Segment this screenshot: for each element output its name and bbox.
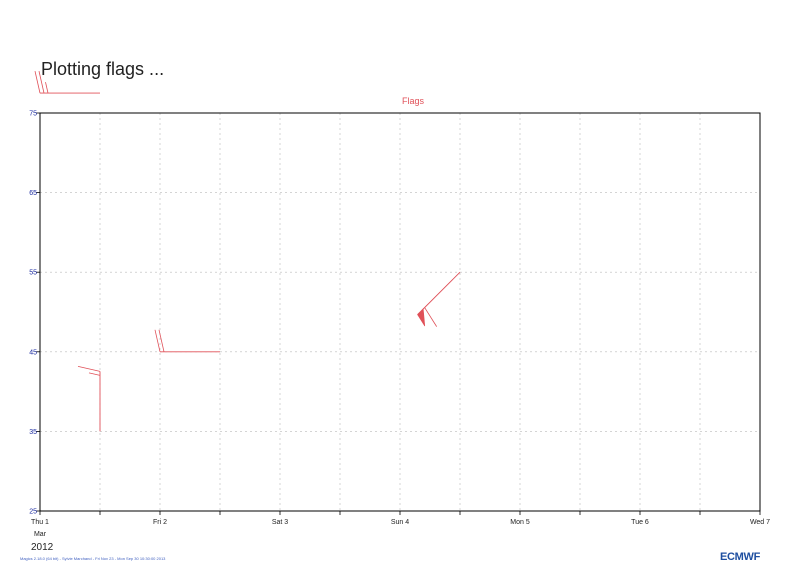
flag-barb xyxy=(38,71,45,94)
flag-barb xyxy=(77,366,101,372)
wind-flag xyxy=(34,71,100,94)
y-tick-label: 45 xyxy=(29,349,37,356)
page-title: Plotting flags ... xyxy=(41,59,165,79)
footer-note: Magics 2.18.0 (64 bit) - Sylvie Marchand… xyxy=(20,556,166,561)
flag-half-barb xyxy=(45,82,49,94)
flag-barb xyxy=(34,71,41,94)
y-tick-label: 35 xyxy=(29,429,37,436)
y-tick-label: 55 xyxy=(29,270,37,277)
x-tick-sublabel: Mar xyxy=(34,531,47,538)
wind-flag xyxy=(77,366,101,432)
y-tick-label: 65 xyxy=(29,190,37,197)
flag-half-barb xyxy=(88,372,101,376)
x-tick-label: Wed 7 xyxy=(750,519,770,526)
ecmwf-logo: ECMWF xyxy=(720,551,761,563)
x-tick-label: Tue 6 xyxy=(631,519,649,526)
flag-pennant xyxy=(417,308,426,327)
wind-flag xyxy=(417,271,461,327)
y-tick-label: 25 xyxy=(29,509,37,516)
y-tick-label: 75 xyxy=(29,111,37,118)
x-tick-label: Sat 3 xyxy=(272,519,288,526)
x-tick-label: Fri 2 xyxy=(153,519,167,526)
x-tick-label: Thu 1 xyxy=(31,519,49,526)
chart-title: Flags xyxy=(401,96,424,106)
flag-barb xyxy=(158,329,165,352)
x-tick-label: Sun 4 xyxy=(391,519,409,526)
plot-frame xyxy=(39,112,761,512)
flag-barb xyxy=(424,307,438,327)
grid-lines xyxy=(40,113,760,511)
flag-series xyxy=(34,71,461,432)
flag-barb xyxy=(154,329,161,352)
wind-flag xyxy=(154,329,220,353)
flag-shaft xyxy=(417,271,461,315)
year-label: 2012 xyxy=(31,542,54,553)
axis-ticks: 25 35 45 55 65 75 Thu 1 Mar Fri 2 Sat 3 Sun 4 Mon 5… xyxy=(29,111,770,539)
x-tick-label: Mon 5 xyxy=(510,519,530,526)
